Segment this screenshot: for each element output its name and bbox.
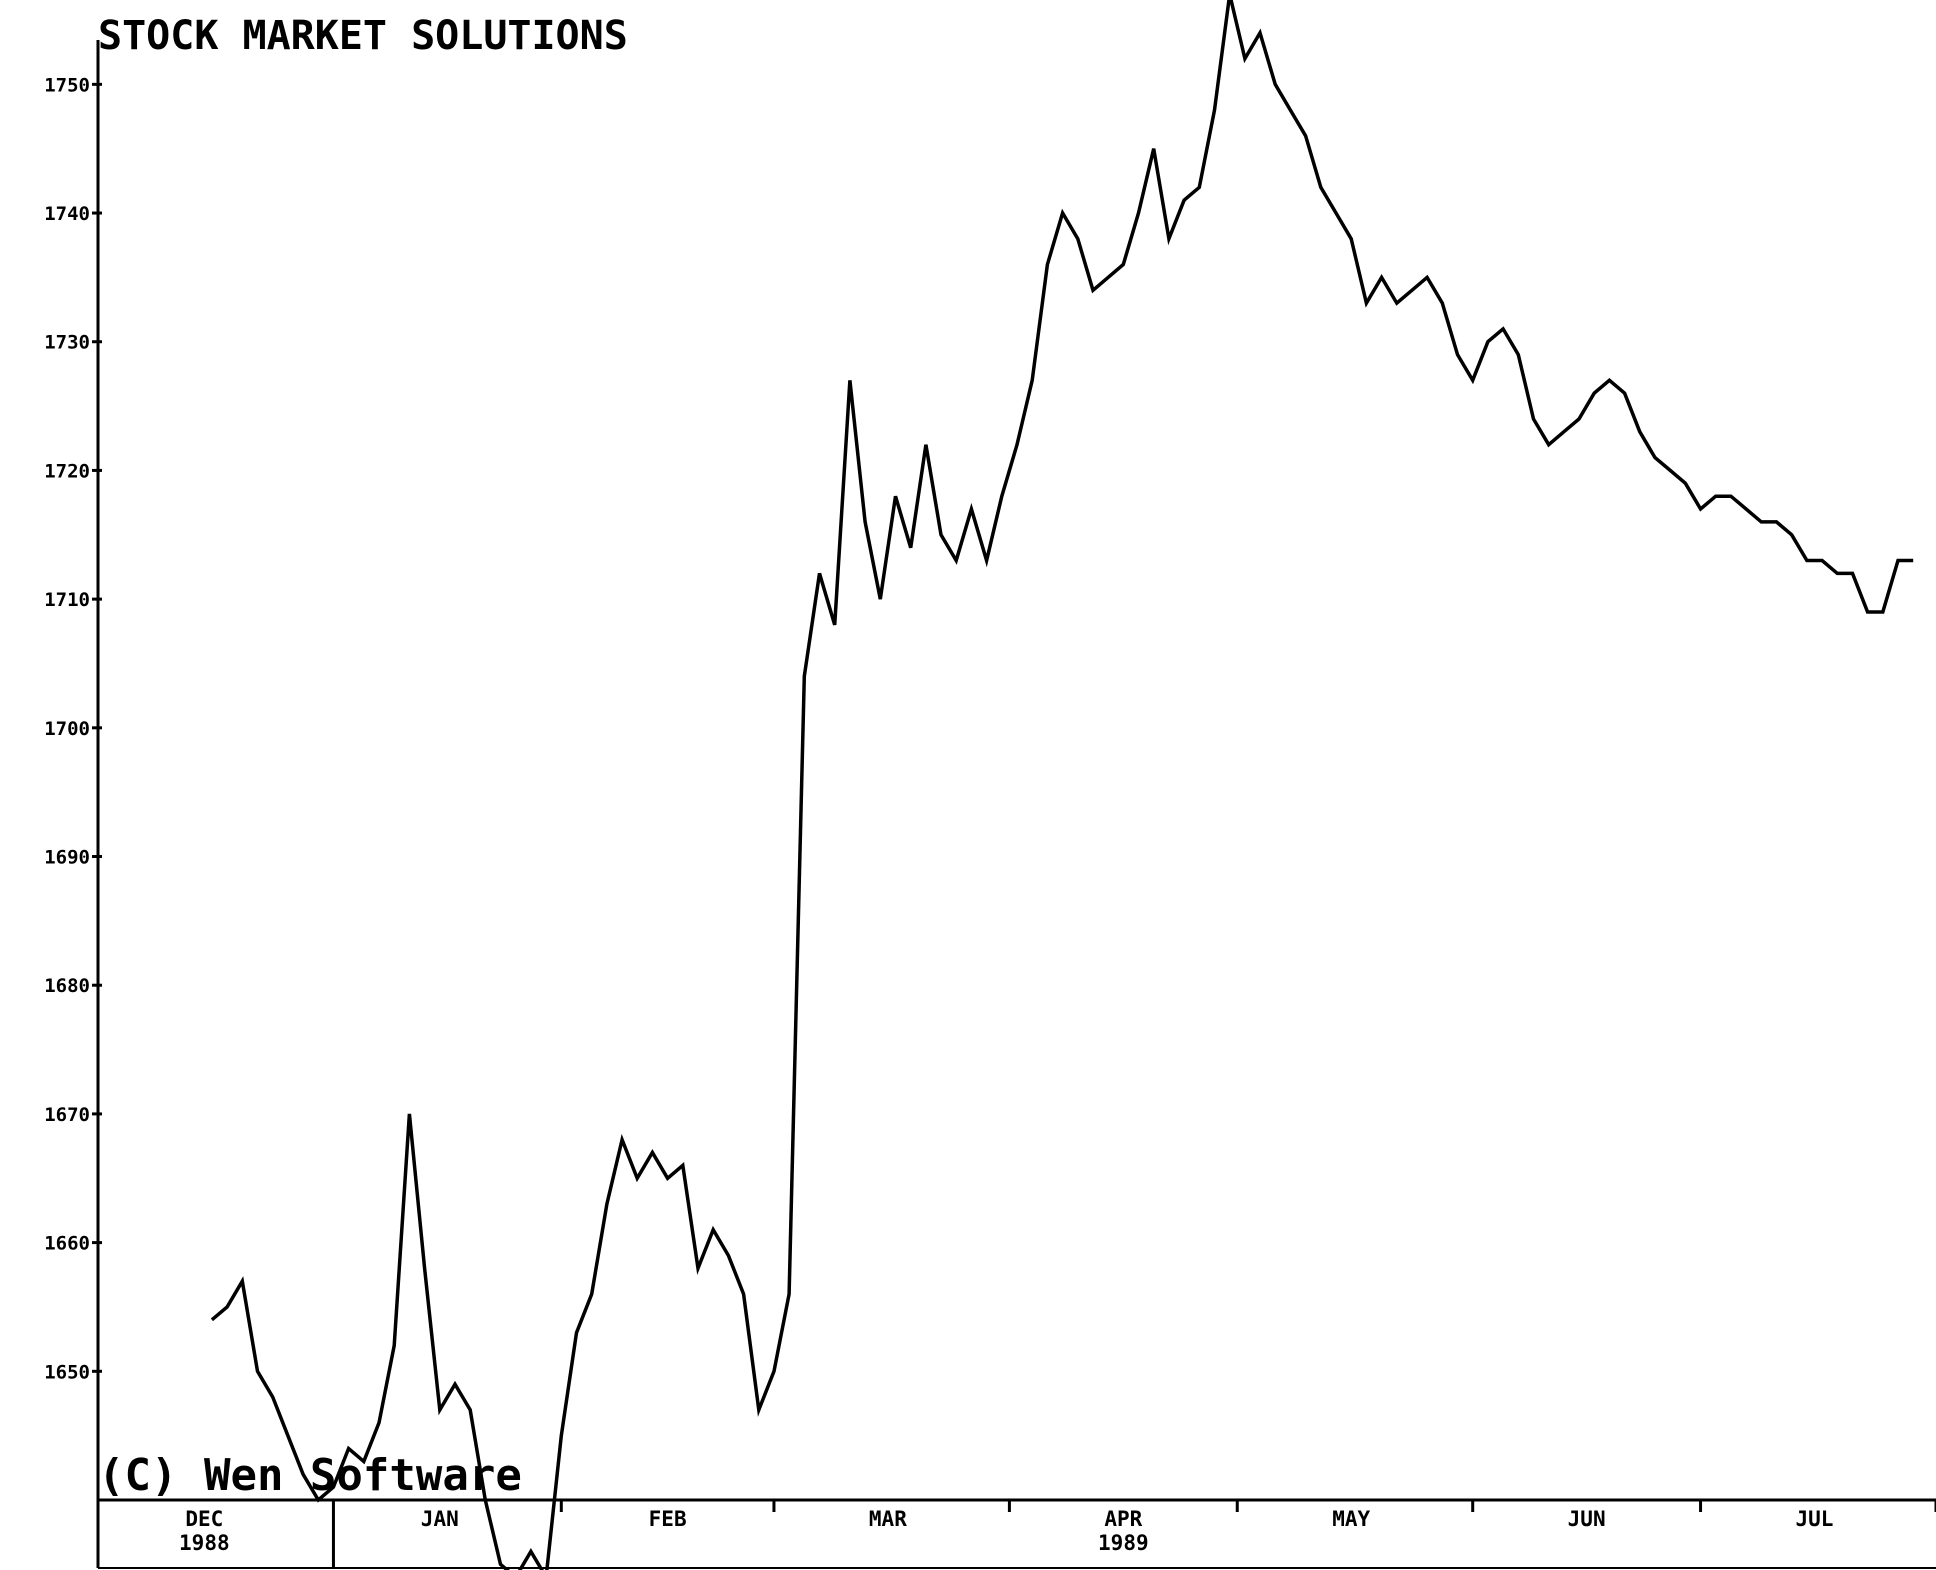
month-label: APR [1104,1507,1142,1531]
y-axis: 1650 1660 1670 1680 1690 1700 1710 1720 1730 1740… [44,74,102,1383]
month-label: MAR [869,1507,907,1531]
month-label: MAY [1332,1507,1370,1531]
y-tick-label: 1750 [44,74,90,96]
year-label: 1989 [1098,1531,1149,1555]
copyright-notice: (C) Wen Software [98,1450,522,1501]
month-label: JUL [1796,1507,1834,1531]
chart-frame [96,40,1936,1569]
y-tick-label: 1670 [44,1104,90,1126]
y-tick-label: 1720 [44,460,90,482]
month-label: FEB [649,1507,687,1531]
y-tick-label: 1700 [44,718,90,740]
y-tick-label: 1710 [44,589,90,611]
series-layer [210,0,1914,1570]
y-tick-label: 1680 [44,975,90,997]
y-tick-label: 1690 [44,847,90,869]
chart-title: STOCK MARKET SOLUTIONS [98,13,628,59]
year-label: 1988 [179,1531,230,1555]
y-tick-label: 1730 [44,332,90,354]
price-series-line [210,0,1914,1570]
y-tick-label: 1740 [44,203,90,225]
month-label: JUN [1568,1507,1606,1531]
y-tick-label: 1650 [44,1361,90,1383]
x-axis: DEC JAN FEB MAR APR MAY JUN JUL 1988 1989 [179,1500,1936,1568]
month-label: DEC [185,1507,223,1531]
y-tick-label: 1660 [44,1233,90,1255]
month-label: JAN [421,1507,459,1531]
